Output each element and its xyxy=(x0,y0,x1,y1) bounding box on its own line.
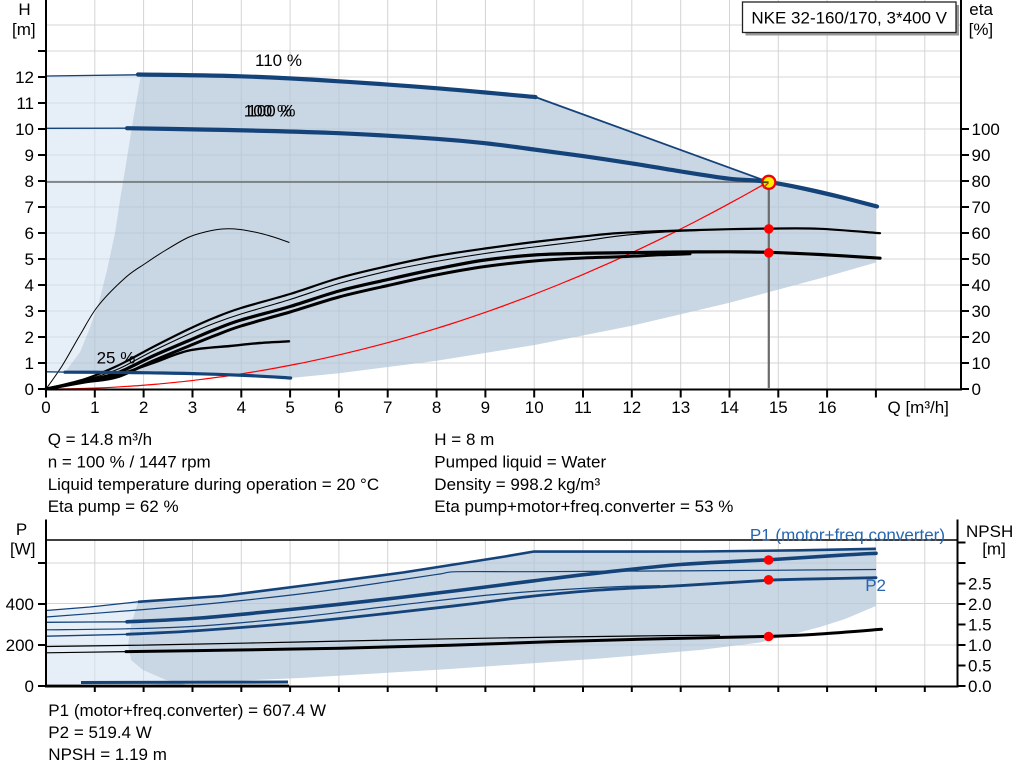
svg-text:Eta pump+motor+freq.converter: Eta pump+motor+freq.converter = 53 % xyxy=(434,497,733,516)
svg-text:12: 12 xyxy=(622,398,641,417)
svg-text:20: 20 xyxy=(972,328,991,347)
svg-text:110 %: 110 % xyxy=(255,51,302,70)
svg-text:NPSH = 1.19 m: NPSH = 1.19 m xyxy=(48,745,167,764)
svg-text:7: 7 xyxy=(25,198,34,217)
svg-text:Density = 998.2 kg/m³: Density = 998.2 kg/m³ xyxy=(434,475,600,494)
svg-text:P1 (motor+freq.converter): P1 (motor+freq.converter) xyxy=(750,526,945,545)
svg-text:7: 7 xyxy=(383,398,392,417)
svg-text:5: 5 xyxy=(25,250,34,269)
svg-text:16: 16 xyxy=(818,398,837,417)
svg-text:0: 0 xyxy=(25,380,34,399)
svg-text:3: 3 xyxy=(25,302,34,321)
svg-text:40: 40 xyxy=(972,276,991,295)
svg-text:[m]: [m] xyxy=(982,540,1006,559)
svg-text:P2 = 519.4 W: P2 = 519.4 W xyxy=(48,723,151,742)
svg-text:[m]: [m] xyxy=(12,20,36,39)
svg-text:80: 80 xyxy=(972,172,991,191)
svg-text:P1 (motor+freq.converter) = 60: P1 (motor+freq.converter) = 607.4 W xyxy=(48,701,326,720)
svg-text:P2: P2 xyxy=(865,576,886,595)
svg-text:14: 14 xyxy=(720,398,739,417)
svg-text:70: 70 xyxy=(972,198,991,217)
svg-text:15: 15 xyxy=(769,398,788,417)
svg-text:8: 8 xyxy=(25,172,34,191)
svg-text:4: 4 xyxy=(25,276,34,295)
svg-text:30: 30 xyxy=(972,302,991,321)
svg-text:10: 10 xyxy=(972,354,991,373)
svg-text:0: 0 xyxy=(972,380,981,399)
svg-text:2.5: 2.5 xyxy=(968,574,992,593)
svg-text:Liquid temperature during oper: Liquid temperature during operation = 20… xyxy=(48,475,379,494)
svg-text:1: 1 xyxy=(25,354,34,373)
svg-text:10: 10 xyxy=(15,120,34,139)
svg-text:6: 6 xyxy=(334,398,343,417)
svg-text:H: H xyxy=(18,0,30,19)
svg-text:3: 3 xyxy=(188,398,197,417)
svg-text:25 %: 25 % xyxy=(97,348,136,367)
svg-text:9: 9 xyxy=(481,398,490,417)
svg-text:50: 50 xyxy=(972,250,991,269)
svg-text:100 %: 100 % xyxy=(247,102,295,121)
svg-text:100: 100 xyxy=(972,120,1000,139)
svg-text:[W]: [W] xyxy=(10,540,36,559)
svg-text:1.5: 1.5 xyxy=(968,615,992,634)
svg-text:60: 60 xyxy=(972,224,991,243)
svg-text:10: 10 xyxy=(525,398,544,417)
svg-text:1.0: 1.0 xyxy=(968,636,992,655)
svg-text:0: 0 xyxy=(41,398,50,417)
svg-text:11: 11 xyxy=(574,398,592,417)
svg-text:0.0: 0.0 xyxy=(968,677,992,696)
svg-text:0: 0 xyxy=(25,677,34,696)
svg-text:[%]: [%] xyxy=(969,20,994,39)
svg-text:8: 8 xyxy=(432,398,441,417)
svg-text:NKE 32-160/170, 3*400 V: NKE 32-160/170, 3*400 V xyxy=(751,9,947,28)
svg-text:400: 400 xyxy=(6,595,34,614)
svg-text:12: 12 xyxy=(15,68,34,87)
svg-text:Eta pump = 62 %: Eta pump = 62 % xyxy=(48,497,179,516)
svg-text:Q = 14.8 m³/h: Q = 14.8 m³/h xyxy=(48,430,152,449)
svg-text:4: 4 xyxy=(237,398,246,417)
svg-text:1: 1 xyxy=(90,398,99,417)
svg-text:eta: eta xyxy=(969,0,993,19)
svg-text:6: 6 xyxy=(25,224,34,243)
svg-text:H = 8 m: H = 8 m xyxy=(434,430,494,449)
svg-text:2.0: 2.0 xyxy=(968,595,992,614)
svg-text:0.5: 0.5 xyxy=(968,656,992,675)
svg-text:100 %: 100 % xyxy=(244,102,292,121)
svg-text:NPSH: NPSH xyxy=(966,522,1013,541)
svg-text:2: 2 xyxy=(25,328,34,347)
svg-text:9: 9 xyxy=(25,146,34,165)
svg-text:2: 2 xyxy=(139,398,148,417)
svg-text:n = 100 % / 1447 rpm: n = 100 % / 1447 rpm xyxy=(48,452,211,471)
svg-text:Pumped liquid = Water: Pumped liquid = Water xyxy=(434,452,606,471)
svg-text:11: 11 xyxy=(16,94,34,113)
svg-text:13: 13 xyxy=(671,398,690,417)
svg-text:P: P xyxy=(16,520,27,539)
svg-text:Q [m³/h]: Q [m³/h] xyxy=(888,398,949,417)
svg-text:200: 200 xyxy=(6,636,34,655)
svg-text:5: 5 xyxy=(285,398,294,417)
svg-text:90: 90 xyxy=(972,146,991,165)
